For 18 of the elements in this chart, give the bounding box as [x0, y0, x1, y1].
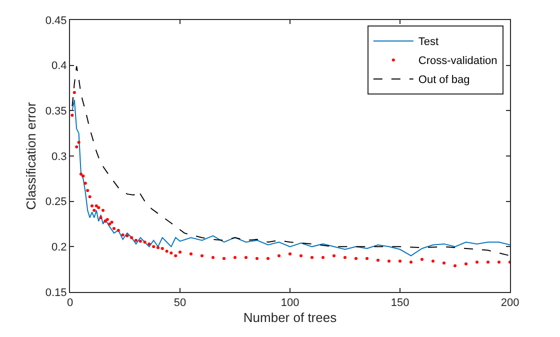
y-tick-label: 0.25	[45, 196, 67, 208]
x-tick-label: 0	[66, 297, 74, 310]
x-axis-title: Number of trees	[243, 310, 338, 325]
y-axis-title: Classification error	[23, 102, 38, 210]
y-tick-label: 0.2	[52, 242, 67, 254]
legend-label: Cross-validation	[418, 55, 498, 68]
x-tick-label: 50	[174, 297, 186, 310]
x-tick-label: 100	[280, 297, 300, 310]
y-tick-label: 0.3	[52, 150, 67, 163]
line-series	[72, 66, 510, 256]
legend-label: Out of bag	[418, 74, 470, 86]
x-tick-label: 150	[390, 297, 410, 310]
x-tick-label: 200	[500, 297, 520, 310]
y-tick-label: 0.45	[45, 14, 67, 27]
y-tick-label: 0.4	[52, 60, 67, 72]
legend-label: Test	[418, 36, 439, 48]
y-tick-label: 0.15	[45, 286, 67, 299]
y-tick-label: 0.35	[45, 106, 67, 118]
